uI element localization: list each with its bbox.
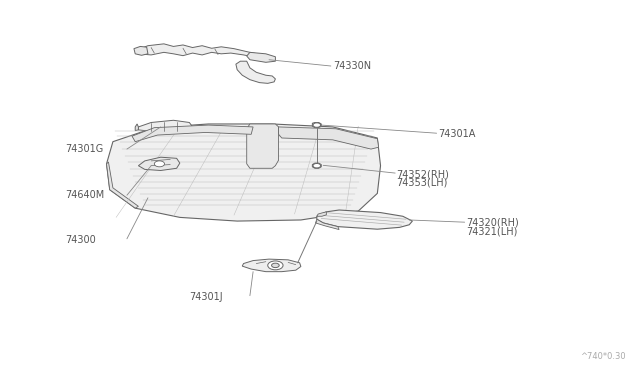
Circle shape bbox=[154, 161, 164, 167]
Circle shape bbox=[271, 263, 279, 267]
Polygon shape bbox=[236, 61, 275, 83]
Polygon shape bbox=[138, 120, 193, 132]
Text: 74330N: 74330N bbox=[333, 61, 371, 71]
Text: 74352(RH): 74352(RH) bbox=[396, 170, 449, 180]
Polygon shape bbox=[138, 157, 180, 170]
Text: 74301G: 74301G bbox=[65, 144, 104, 154]
Polygon shape bbox=[135, 124, 138, 131]
Circle shape bbox=[313, 163, 321, 168]
Text: ^740*0.30: ^740*0.30 bbox=[580, 352, 626, 361]
Text: 74320(RH): 74320(RH) bbox=[467, 218, 519, 228]
Text: 74301J: 74301J bbox=[189, 292, 223, 302]
Text: 74353(LH): 74353(LH) bbox=[396, 177, 448, 187]
Text: 74301A: 74301A bbox=[438, 129, 476, 139]
Polygon shape bbox=[317, 210, 412, 229]
Circle shape bbox=[268, 261, 283, 270]
Polygon shape bbox=[134, 46, 148, 55]
Polygon shape bbox=[106, 124, 381, 221]
Polygon shape bbox=[243, 259, 301, 272]
Text: 74640M: 74640M bbox=[65, 190, 104, 200]
Polygon shape bbox=[246, 52, 275, 62]
Polygon shape bbox=[312, 163, 321, 168]
Polygon shape bbox=[138, 44, 272, 61]
Polygon shape bbox=[106, 162, 138, 208]
Circle shape bbox=[313, 123, 321, 127]
Polygon shape bbox=[132, 125, 253, 142]
Polygon shape bbox=[278, 127, 379, 149]
Polygon shape bbox=[316, 219, 339, 230]
Polygon shape bbox=[317, 212, 326, 216]
Text: 74300: 74300 bbox=[65, 234, 96, 244]
Polygon shape bbox=[312, 122, 321, 128]
Polygon shape bbox=[246, 124, 278, 168]
Text: 74321(LH): 74321(LH) bbox=[467, 226, 518, 236]
